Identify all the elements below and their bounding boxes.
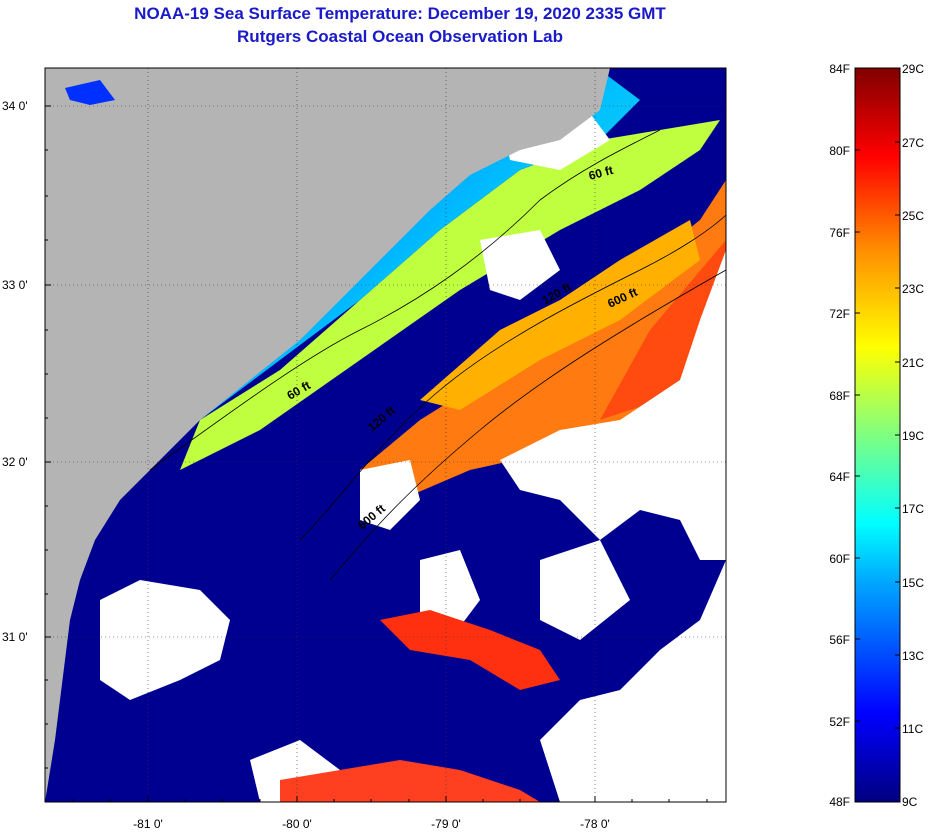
warm-filament-bottom (280, 760, 540, 802)
f-label: 60F (829, 552, 850, 566)
warm-filament-south (380, 610, 560, 690)
map-content: 60 ft 120 ft 600 ft 60 ft 120 ft 600 ft (45, 68, 726, 802)
land-mass (45, 68, 610, 802)
f-label: 68F (829, 389, 850, 403)
c-label: 9C (902, 795, 918, 809)
colorbar-f-labels: 84F 80F 76F 72F 68F 64F 60F 56F 52F 48F (829, 62, 850, 809)
lon-label: -79 0' (431, 817, 461, 831)
mid-shelf-water (180, 120, 720, 470)
f-label: 64F (829, 470, 850, 484)
f-label: 80F (829, 144, 850, 158)
f-label: 48F (829, 795, 850, 809)
lon-label: -80 0' (282, 817, 312, 831)
lat-label: 33 0' (2, 278, 28, 292)
latitude-labels: 34 0' 33 0' 32 0' 31 0' (2, 99, 28, 644)
colorbar: 84F 80F 76F 72F 68F 64F 60F 56F 52F 48F … (829, 62, 924, 809)
c-label: 15C (902, 576, 924, 590)
colorbar-c-labels: 29C 27C 25C 23C 21C 19C 17C 15C 13C 11C … (902, 62, 924, 809)
colorbar-ticks (855, 141, 900, 729)
c-label: 23C (902, 282, 924, 296)
f-label: 84F (829, 62, 850, 76)
f-label: 52F (829, 715, 850, 729)
lat-label: 32 0' (2, 455, 28, 469)
f-label: 72F (829, 307, 850, 321)
inland-water (65, 80, 115, 105)
f-label: 76F (829, 226, 850, 240)
isobath-lines (149, 129, 726, 581)
lat-label: 31 0' (2, 630, 28, 644)
no-data-clouds (100, 100, 726, 802)
outer-shelf-water (420, 220, 700, 410)
axis-ticks (45, 105, 708, 802)
colorbar-scale (854, 67, 901, 803)
longitude-labels: -81 0' -80 0' -79 0' -78 0' (133, 817, 610, 831)
lat-label: 34 0' (2, 99, 28, 113)
map-title: NOAA-19 Sea Surface Temperature: Decembe… (134, 4, 666, 23)
lon-label: -78 0' (580, 817, 610, 831)
c-label: 21C (902, 356, 924, 370)
isobath-label: 60 ft (587, 163, 614, 183)
graticule (45, 68, 726, 802)
c-label: 29C (902, 62, 924, 76)
c-label: 19C (902, 429, 924, 443)
lon-label: -81 0' (133, 817, 163, 831)
map-subtitle: Rutgers Coastal Ocean Observation Lab (237, 27, 563, 46)
c-label: 11C (902, 722, 923, 736)
c-label: 17C (902, 502, 924, 516)
map-frame (44, 67, 727, 803)
c-label: 27C (902, 136, 924, 150)
f-label: 56F (829, 633, 850, 647)
c-label: 25C (902, 209, 924, 223)
c-label: 13C (902, 649, 924, 663)
